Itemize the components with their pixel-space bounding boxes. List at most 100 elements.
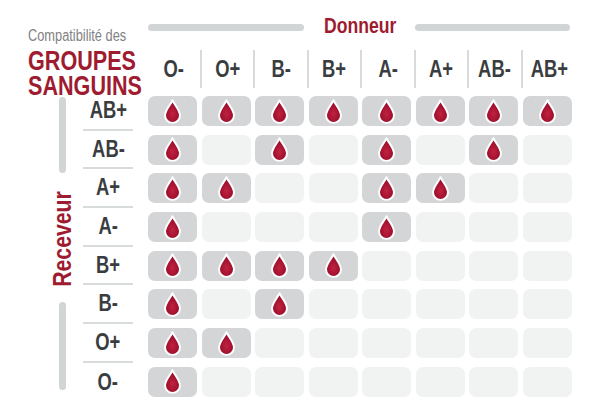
blood-drop-icon [376,175,397,202]
cell-receiver-AB--donor-B+-incompatible [309,135,358,165]
cell-receiver-O+-donor-B--incompatible [255,328,304,358]
blood-drop-icon [537,98,558,125]
cell-receiver-A--donor-AB+-incompatible [523,212,572,242]
donor-col-header-label: B- [271,56,290,83]
cell-receiver-O--donor-AB+-incompatible [523,367,572,397]
cell-receiver-A+-donor-O+-compatible [202,173,251,203]
cell-receiver-AB+-donor-AB+-compatible [523,96,572,126]
cell-receiver-A--donor-O--compatible [148,212,197,242]
cell-receiver-AB--donor-A--compatible [362,135,411,165]
blood-drop-icon [216,175,237,202]
donor-col-header-label: O+ [215,56,240,83]
donor-axis-label-text: Donneur [324,13,396,39]
cell-receiver-AB+-donor-B+-compatible [309,96,358,126]
cell-receiver-AB--donor-B--compatible [255,135,304,165]
title-kicker-text: Compatibilité des [28,28,126,44]
donor-axis-label: Donneur [304,13,416,39]
blood-drop-icon [216,330,237,357]
donor-column-headers: O-O+B-B+A-A+AB-AB+ [148,50,576,88]
cell-receiver-B+-donor-B--compatible [255,251,304,281]
cell-receiver-B--donor-A--incompatible [362,289,411,319]
blood-drop-icon [376,136,397,163]
blood-compatibility-infographic: Compatibilité des GROUPES SANGUINS Donne… [0,0,600,400]
donor-col-header-A-: A- [362,50,416,88]
cell-receiver-B+-donor-AB+-incompatible [523,251,572,281]
donor-col-header-A+: A+ [416,50,470,88]
receiver-row-header-label: B+ [96,252,120,279]
donor-col-header-B+: B+ [309,50,363,88]
blood-drop-icon [430,175,451,202]
receiver-row-header-label: O- [98,369,118,396]
receiver-row-header-A-: A- [83,208,133,247]
cell-receiver-A+-donor-A+-compatible [416,173,465,203]
cell-receiver-O--donor-A--incompatible [362,367,411,397]
cell-receiver-A+-donor-B+-incompatible [309,173,358,203]
receiver-row-header-A+: A+ [83,169,133,208]
receiver-row-header-label: B- [98,290,117,317]
cell-receiver-O+-donor-O--compatible [148,328,197,358]
blood-drop-icon [483,98,504,125]
blood-drop-icon [483,136,504,163]
donor-axis-rule-left [148,24,304,31]
receiver-axis-label: Receveur [48,191,77,287]
cell-receiver-B+-donor-O--compatible [148,251,197,281]
cell-receiver-A+-donor-O--compatible [148,173,197,203]
cell-receiver-B+-donor-O+-compatible [202,251,251,281]
blood-drop-icon [162,330,183,357]
cell-receiver-A+-donor-AB+-incompatible [523,173,572,203]
receiver-row-header-AB+: AB+ [83,92,133,131]
cell-receiver-O--donor-AB--incompatible [469,367,518,397]
cell-receiver-AB+-donor-AB--compatible [469,96,518,126]
cell-receiver-AB+-donor-A+-compatible [416,96,465,126]
receiver-row-header-label: O+ [95,329,120,356]
cell-receiver-B--donor-A+-incompatible [416,289,465,319]
cell-receiver-AB+-donor-A--compatible [362,96,411,126]
cell-receiver-A--donor-A+-incompatible [416,212,465,242]
blood-drop-icon [269,136,290,163]
cell-receiver-B--donor-B--compatible [255,289,304,319]
cell-receiver-B--donor-AB--incompatible [469,289,518,319]
cell-receiver-A+-donor-AB--incompatible [469,173,518,203]
cell-receiver-A--donor-B--incompatible [255,212,304,242]
blood-drop-icon [269,98,290,125]
blood-drop-icon [216,98,237,125]
donor-col-header-B-: B- [255,50,309,88]
cell-receiver-A--donor-A--compatible [362,212,411,242]
cell-receiver-A--donor-AB--incompatible [469,212,518,242]
cell-receiver-A+-donor-B--incompatible [255,173,304,203]
cell-receiver-O--donor-A+-incompatible [416,367,465,397]
cell-receiver-AB--donor-AB+-incompatible [523,135,572,165]
cell-receiver-B--donor-B+-incompatible [309,289,358,319]
receiver-row-header-O-: O- [83,363,133,400]
cell-receiver-O+-donor-AB--incompatible [469,328,518,358]
cell-receiver-B--donor-AB+-incompatible [523,289,572,319]
receiver-row-header-AB-: AB- [83,131,133,170]
receiver-row-labels: AB+AB- A+ A- B+ B- O+ O- [83,92,133,400]
cell-receiver-AB--donor-AB--compatible [469,135,518,165]
donor-col-header-label: A- [378,56,397,83]
donor-col-header-label: AB+ [531,56,568,83]
cell-receiver-B--donor-O+-incompatible [202,289,251,319]
cell-receiver-AB--donor-O--compatible [148,135,197,165]
receiver-row-header-label: A+ [96,174,120,201]
blood-drop-icon [162,175,183,202]
blood-drop-icon [376,98,397,125]
cell-receiver-AB--donor-O+-incompatible [202,135,251,165]
blood-drop-icon [162,214,183,241]
cell-receiver-AB+-donor-B--compatible [255,96,304,126]
receiver-row-header-label: A- [98,213,117,240]
donor-col-header-O+: O+ [202,50,256,88]
blood-drop-icon [430,98,451,125]
blood-drop-icon [162,98,183,125]
cell-receiver-O+-donor-A--incompatible [362,328,411,358]
receiver-row-header-B-: B- [83,285,133,324]
blood-drop-icon [162,252,183,279]
blood-drop-icon [162,368,183,395]
blood-drop-icon [376,214,397,241]
cell-receiver-O+-donor-B+-incompatible [309,328,358,358]
blood-drop-icon [162,291,183,318]
cell-receiver-O--donor-B--incompatible [255,367,304,397]
blood-drop-icon [323,98,344,125]
cell-receiver-B+-donor-AB--incompatible [469,251,518,281]
receiver-row-header-B+: B+ [83,247,133,286]
